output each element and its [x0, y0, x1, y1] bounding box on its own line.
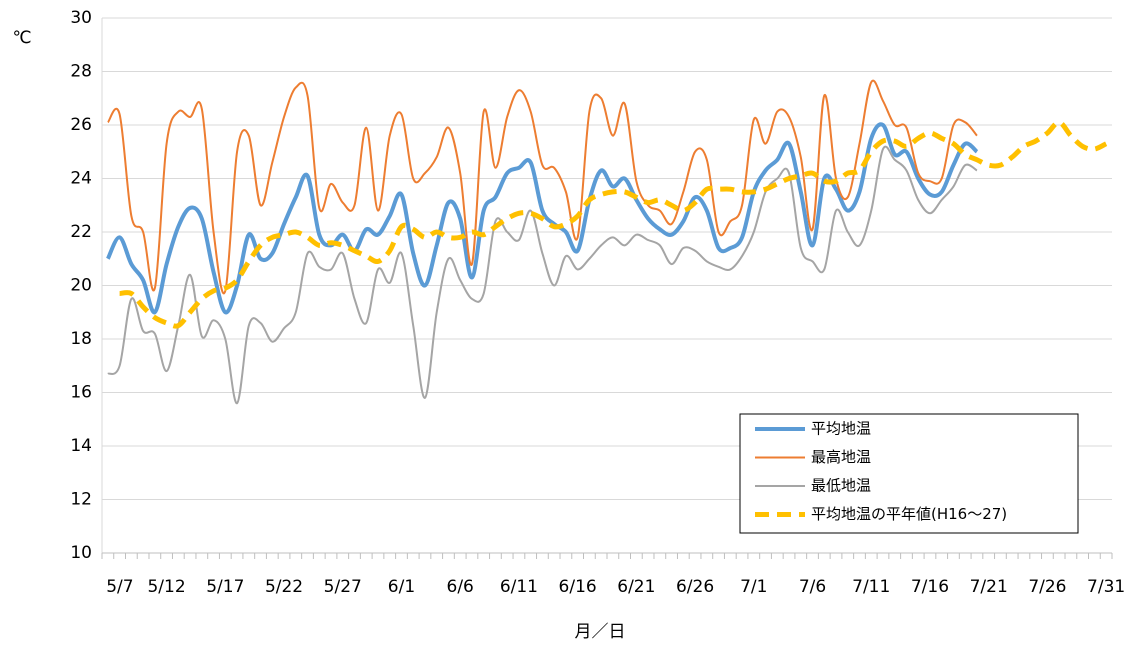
y-tick-label: 24: [70, 169, 92, 189]
legend-box: [739, 413, 1079, 534]
x-axis-label: 月／日: [575, 622, 626, 642]
legend-label: 最高地温: [811, 448, 871, 466]
x-tick-label: 5/7: [106, 577, 133, 597]
x-tick-label: 7/26: [1028, 577, 1066, 597]
x-tick-label: 6/21: [617, 577, 655, 597]
x-tick-label: 6/26: [676, 577, 714, 597]
x-tick-label: 6/6: [447, 577, 474, 597]
x-tick-label: 7/11: [852, 577, 890, 597]
x-tick-label: 6/11: [500, 577, 538, 597]
x-tick-label: 7/1: [740, 577, 767, 597]
y-tick-label: 26: [70, 115, 92, 135]
y-tick-label: 10: [70, 543, 92, 563]
y-tick-label: 28: [70, 62, 92, 82]
x-tick-label: 6/1: [388, 577, 415, 597]
x-tick-label: 5/27: [324, 577, 362, 597]
legend-label: 平均地温: [811, 420, 871, 438]
series-line: [107, 79, 978, 295]
x-tick-label: 7/21: [970, 577, 1008, 597]
x-tick-label: 5/12: [147, 577, 185, 597]
y-tick-label: 14: [70, 436, 92, 456]
series-line: [107, 145, 978, 405]
x-tick-label: 7/16: [911, 577, 949, 597]
x-tick-label: 7/6: [799, 577, 826, 597]
legend-label: 平均地温の平年値(H16～27): [811, 505, 1007, 523]
x-tick-label: 5/22: [265, 577, 303, 597]
y-tick-label: 16: [70, 383, 92, 403]
y-tick-label: 20: [70, 276, 92, 296]
y-tick-label: 18: [70, 329, 92, 349]
x-tick-label: 5/17: [206, 577, 244, 597]
legend-label: 最低地温: [811, 477, 871, 495]
x-tick-label: 6/16: [559, 577, 597, 597]
y-unit: ℃: [12, 28, 31, 48]
y-tick-label: 22: [70, 222, 92, 242]
x-tick-label: 7/31: [1087, 577, 1125, 597]
series-line: [119, 119, 1108, 329]
y-tick-label: 30: [70, 8, 92, 28]
y-tick-label: 12: [70, 490, 92, 510]
